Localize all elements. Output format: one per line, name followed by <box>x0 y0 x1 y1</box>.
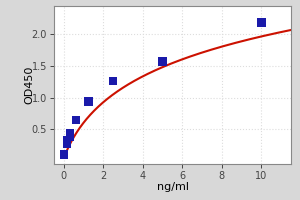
Point <box>160 60 165 63</box>
Point <box>259 21 264 24</box>
Point <box>68 135 73 138</box>
Y-axis label: OD450: OD450 <box>24 66 34 104</box>
Point <box>74 118 79 121</box>
Point <box>86 100 91 103</box>
Point <box>61 153 66 156</box>
Point <box>64 142 69 145</box>
Point <box>68 132 73 135</box>
Point <box>111 80 116 83</box>
X-axis label: ng/ml: ng/ml <box>157 182 188 192</box>
Point <box>64 139 69 142</box>
